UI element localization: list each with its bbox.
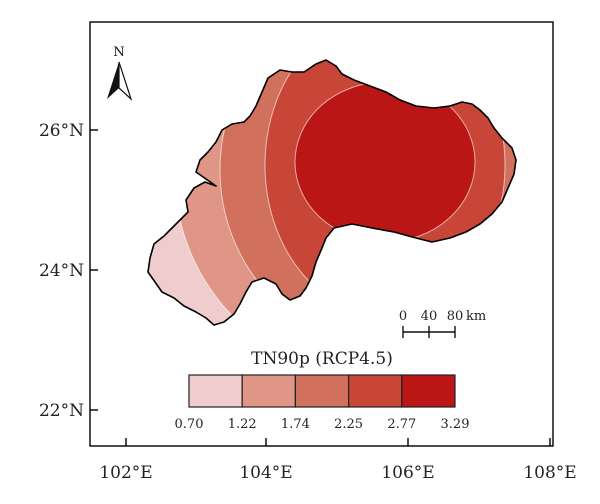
legend-swatch bbox=[188, 374, 243, 408]
legend-break-label: 3.29 bbox=[441, 417, 470, 432]
legend-swatch bbox=[294, 374, 350, 408]
legend-break-label: 1.74 bbox=[281, 417, 310, 432]
legend-break-label: 0.70 bbox=[175, 417, 204, 432]
scale-label-0: 0 bbox=[399, 309, 407, 324]
north-arrow: N bbox=[107, 45, 133, 101]
x-label-102: 102°E bbox=[99, 463, 152, 483]
band-class-5 bbox=[295, 82, 475, 242]
scale-label-40: 40 bbox=[421, 309, 438, 324]
y-label-22: 22°N bbox=[39, 401, 84, 421]
scale-unit: km bbox=[466, 309, 486, 324]
x-axis-ticks bbox=[125, 438, 551, 446]
y-label-26: 26°N bbox=[39, 121, 84, 141]
legend-break-label: 2.77 bbox=[387, 417, 416, 432]
legend-swatch bbox=[348, 374, 403, 408]
y-axis-ticks bbox=[90, 129, 98, 411]
north-arrow-icon bbox=[107, 62, 119, 99]
x-label-104: 104°E bbox=[239, 463, 292, 483]
x-axis-labels: 102°E 104°E 106°E 108°E bbox=[99, 463, 576, 483]
y-label-24: 24°N bbox=[39, 261, 84, 281]
legend-color-bar bbox=[188, 374, 456, 408]
legend-break-labels: 0.70 1.22 1.74 2.25 2.77 3.29 bbox=[175, 417, 470, 432]
legend: TN90p (RCP4.5) 0.70 1.22 1.74 2.25 2.77 3.29 bbox=[175, 349, 470, 432]
scale-label-80: 80 bbox=[447, 309, 464, 324]
legend-swatch bbox=[401, 374, 456, 408]
scale-bar: 0 40 80 km bbox=[399, 309, 486, 338]
north-label: N bbox=[113, 45, 124, 60]
legend-swatch bbox=[241, 374, 296, 408]
x-label-108: 108°E bbox=[523, 463, 576, 483]
legend-break-label: 2.25 bbox=[334, 417, 363, 432]
map-frame bbox=[89, 21, 554, 447]
legend-title: TN90p (RCP4.5) bbox=[251, 349, 393, 369]
y-axis-labels: 26°N 24°N 22°N bbox=[39, 121, 84, 421]
x-label-106: 106°E bbox=[381, 463, 434, 483]
legend-break-label: 1.22 bbox=[228, 417, 257, 432]
region-boundary bbox=[147, 59, 517, 326]
